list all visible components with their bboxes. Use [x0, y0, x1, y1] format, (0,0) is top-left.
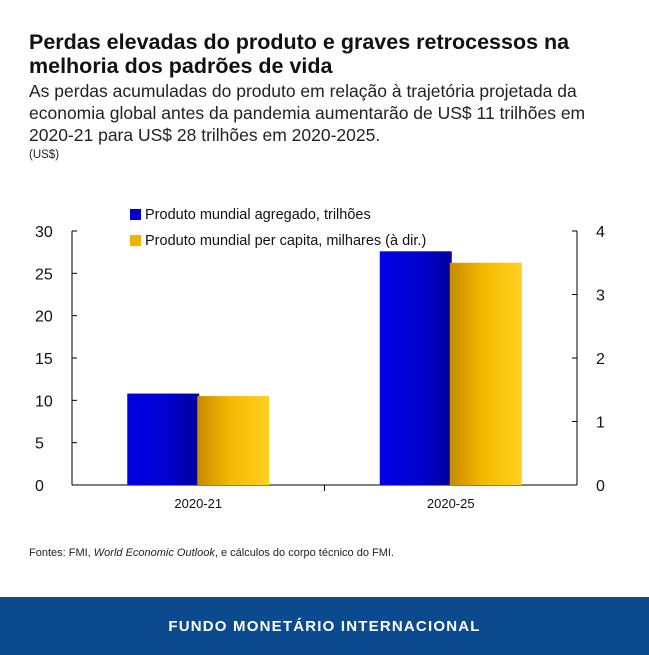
chart-title: Perdas elevadas do produto e graves retr…	[29, 30, 570, 78]
legend-swatch-per-capita	[130, 235, 141, 246]
x-category-label: 2020-25	[427, 496, 475, 511]
bar-per-capita	[449, 262, 522, 485]
right-tick-label: 3	[596, 288, 605, 305]
bar-per-capita	[197, 396, 270, 485]
left-tick-label: 20	[35, 309, 53, 326]
right-tick-label: 1	[596, 415, 605, 432]
source-publication: World Economic Outlook	[93, 547, 215, 559]
bar-aggregate	[379, 251, 452, 485]
legend-label-aggregate: Produto mundial agregado, trilhões	[145, 207, 371, 223]
legend-swatch-aggregate	[130, 209, 141, 220]
left-tick-label: 30	[35, 224, 53, 241]
left-tick-label: 10	[35, 393, 53, 410]
right-tick-label: 4	[596, 224, 605, 241]
footer-label: FUNDO MONETÁRIO INTERNACIONAL	[168, 617, 481, 635]
left-tick-label: 15	[35, 351, 53, 368]
right-tick-label: 0	[596, 478, 605, 495]
chart-legend: Produto mundial agregado, trilhões Produt…	[130, 207, 426, 249]
x-category-label: 2020-21	[174, 496, 222, 511]
chart-labels: 0 5 10 15 20 25 30 0 1 2 3 4 2020-21 2020-25	[35, 224, 605, 511]
right-tick-label: 2	[596, 351, 605, 368]
left-tick-label: 5	[35, 436, 44, 453]
footer-bar: FUNDO MONETÁRIO INTERNACIONAL	[0, 597, 649, 655]
legend-label-per-capita: Produto mundial per capita, milhares (à …	[145, 233, 426, 249]
unit-label: (US$)	[29, 149, 60, 161]
bar-aggregate	[127, 393, 200, 485]
chart-subtitle: As perdas acumuladas do produto em relaç…	[29, 81, 586, 145]
source-suffix: , e cálculos do corpo técnico do FMI.	[214, 547, 394, 559]
source-prefix: Fontes: FMI,	[29, 547, 94, 559]
left-tick-label: 25	[35, 266, 53, 283]
source-note: Fontes: FMI, World Economic Outlook, e c…	[29, 547, 394, 559]
chart-bars	[127, 251, 522, 485]
bar-chart: 0 5 10 15 20 25 30 0 1 2 3 4 2020-21 2020-25 Produto …	[35, 207, 605, 511]
left-tick-label: 0	[35, 478, 44, 495]
